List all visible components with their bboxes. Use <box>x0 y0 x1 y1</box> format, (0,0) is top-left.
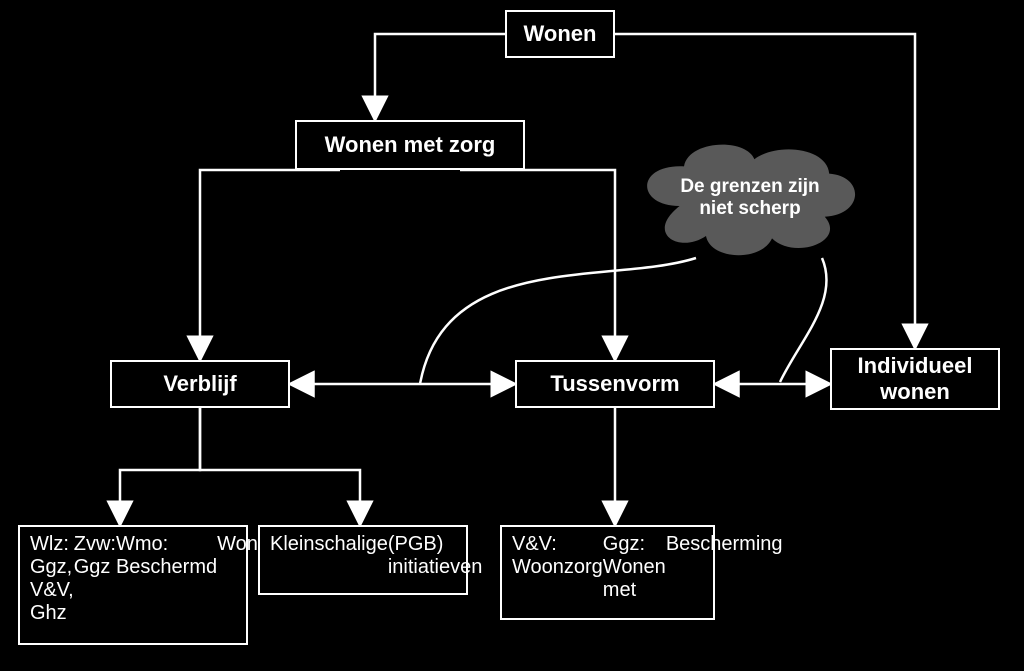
node-label: Tussenvorm <box>550 371 679 397</box>
node-verblijf: Verblijf <box>110 360 290 408</box>
node-label: Wonen <box>524 21 597 47</box>
node-wonen-met-zorg: Wonen met zorg <box>295 120 525 170</box>
node-label: Individueel wonen <box>858 353 973 405</box>
node-leaf-kleinschalige: Kleinschalige(PGB) initiatieven <box>258 525 468 595</box>
cloud-annotation: De grenzen zijn niet scherp <box>640 140 860 260</box>
cloud-text: De grenzen zijn niet scherp <box>640 176 860 220</box>
node-label: Wonen met zorg <box>325 132 496 158</box>
node-label: Verblijf <box>163 371 236 397</box>
node-tussenvorm: Tussenvorm <box>515 360 715 408</box>
node-leaf-wlz: Wlz: Ggz, V&V, GhzZvw: GgzWmo: Beschermd… <box>18 525 248 645</box>
node-wonen: Wonen <box>505 10 615 58</box>
node-individueel-wonen: Individueel wonen <box>830 348 1000 410</box>
node-leaf-woonzorg: V&V: WoonzorgGgz: Wonen metBescherming <box>500 525 715 620</box>
